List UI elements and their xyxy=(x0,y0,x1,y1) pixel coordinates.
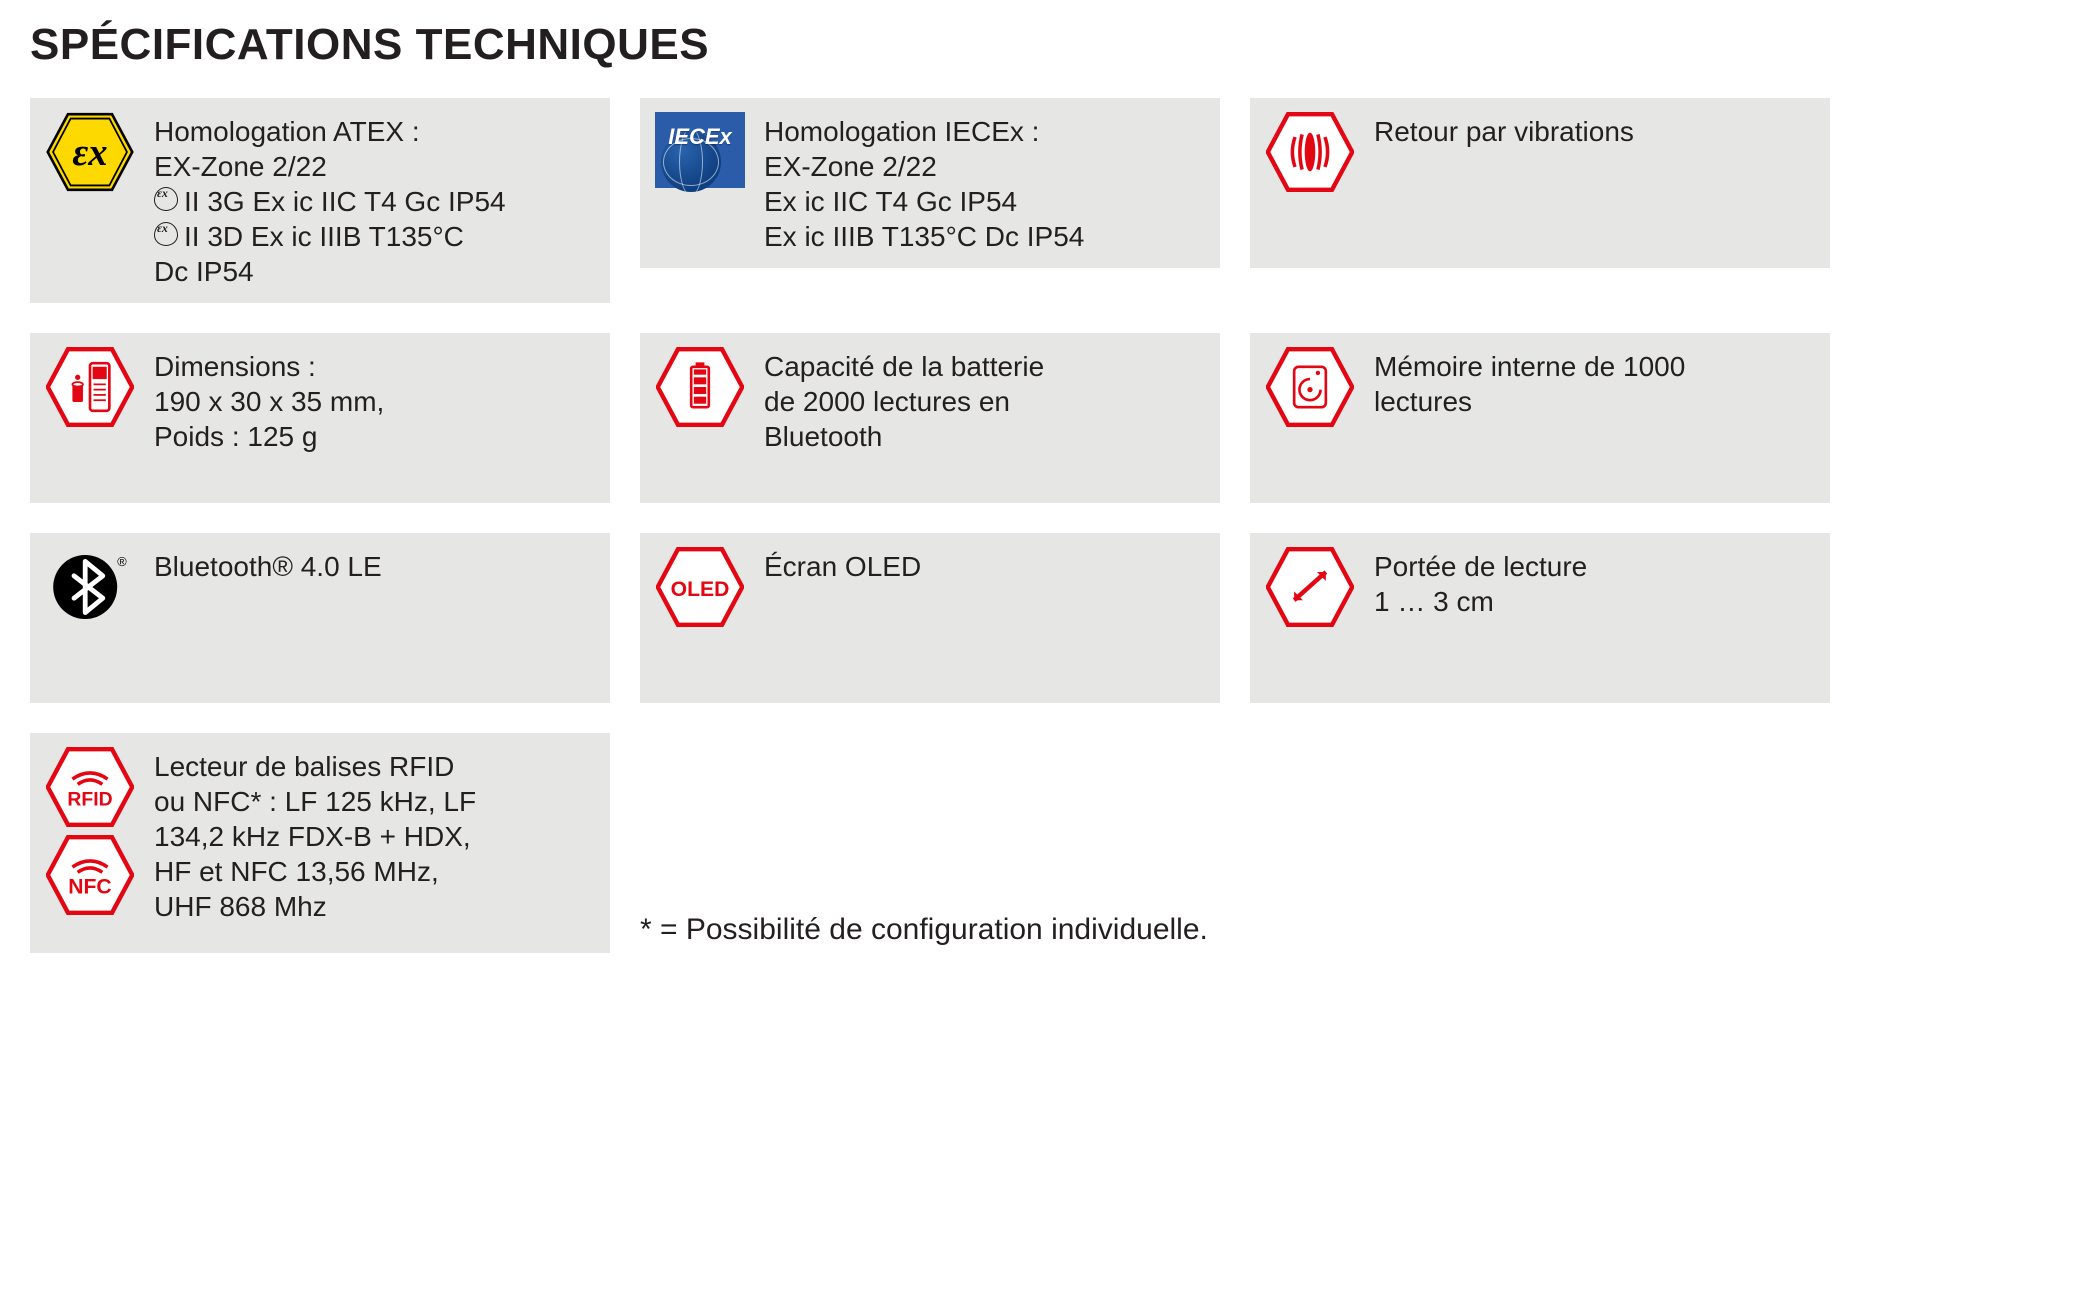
bt-line1: Bluetooth® 4.0 LE xyxy=(154,549,592,584)
card-range: Portée de lecture 1 … 3 cm xyxy=(1250,533,1830,703)
rfid-line2: ou NFC* : LF 125 kHz, LF xyxy=(154,784,592,819)
iecex-line4: Ex ic IIIB T135°C Dc IP54 xyxy=(764,219,1202,254)
mem-line1: Mémoire interne de 1000 xyxy=(1374,349,1812,384)
card-bluetooth: ® Bluetooth® 4.0 LE xyxy=(30,533,610,703)
vibration-line1: Retour par vibrations xyxy=(1374,114,1812,149)
card-vibration: Retour par vibrations xyxy=(1250,98,1830,268)
atex-line4: II 3D Ex ic IIIB T135°C xyxy=(154,219,592,254)
card-oled: OLED Écran OLED xyxy=(640,533,1220,703)
bat-line3: Bluetooth xyxy=(764,419,1202,454)
iecex-line2: EX-Zone 2/22 xyxy=(764,149,1202,184)
rfid-line4: HF et NFC 13,56 MHz, xyxy=(154,854,592,889)
atex-icon: εx xyxy=(46,112,134,192)
range-icon xyxy=(1266,547,1354,627)
oled-icon: OLED xyxy=(656,547,744,627)
memory-icon xyxy=(1266,347,1354,427)
range-line2: 1 … 3 cm xyxy=(1374,584,1812,619)
page-title: SPÉCIFICATIONS TECHNIQUES xyxy=(30,20,2060,70)
atex-line2: EX-Zone 2/22 xyxy=(154,149,592,184)
mem-line2: lectures xyxy=(1374,384,1812,419)
iecex-icon: IECEx xyxy=(655,112,745,188)
rfid-line5: UHF 868 Mhz xyxy=(154,889,592,924)
spec-grid: εx Homologation ATEX : EX-Zone 2/22 II 3… xyxy=(30,98,2060,703)
dim-line3: Poids : 125 g xyxy=(154,419,592,454)
iecex-line3: Ex ic IIC T4 Gc IP54 xyxy=(764,184,1202,219)
rfid-icon: RFID xyxy=(46,747,134,827)
card-memory: Mémoire interne de 1000 lectures xyxy=(1250,333,1830,503)
card-iecex: IECEx Homologation IECEx : EX-Zone 2/22 … xyxy=(640,98,1220,268)
bat-line1: Capacité de la batterie xyxy=(764,349,1202,384)
card-atex: εx Homologation ATEX : EX-Zone 2/22 II 3… xyxy=(30,98,610,303)
card-rfid-nfc: RFID NFC Lecteur de balises RFID ou NFC*… xyxy=(30,733,610,953)
vibration-icon xyxy=(1266,112,1354,192)
footnote: * = Possibilité de configuration individ… xyxy=(640,913,1208,946)
atex-line1: Homologation ATEX : xyxy=(154,114,592,149)
nfc-icon: NFC xyxy=(46,835,134,915)
range-line1: Portée de lecture xyxy=(1374,549,1812,584)
battery-icon xyxy=(656,347,744,427)
iecex-badge-text: IECEx xyxy=(668,124,732,150)
svg-text:RFID: RFID xyxy=(67,788,112,810)
card-battery: Capacité de la batterie de 2000 lectures… xyxy=(640,333,1220,503)
oled-line1: Écran OLED xyxy=(764,549,1202,584)
svg-text:NFC: NFC xyxy=(68,875,111,898)
rfid-line1: Lecteur de balises RFID xyxy=(154,749,592,784)
dim-line1: Dimensions : xyxy=(154,349,592,384)
svg-text:εx: εx xyxy=(72,131,107,174)
atex-line5: Dc IP54 xyxy=(154,254,592,289)
bat-line2: de 2000 lectures en xyxy=(764,384,1202,419)
device-icon xyxy=(46,347,134,427)
oled-badge-text: OLED xyxy=(671,578,730,601)
iecex-line1: Homologation IECEx : xyxy=(764,114,1202,149)
card-dimensions: Dimensions : 190 x 30 x 35 mm, Poids : 1… xyxy=(30,333,610,503)
rfid-line3: 134,2 kHz FDX-B + HDX, xyxy=(154,819,592,854)
bluetooth-icon: ® xyxy=(50,547,130,627)
dim-line2: 190 x 30 x 35 mm, xyxy=(154,384,592,419)
atex-line3: II 3G Ex ic IIC T4 Gc IP54 xyxy=(154,184,592,219)
svg-text:®: ® xyxy=(117,554,127,569)
